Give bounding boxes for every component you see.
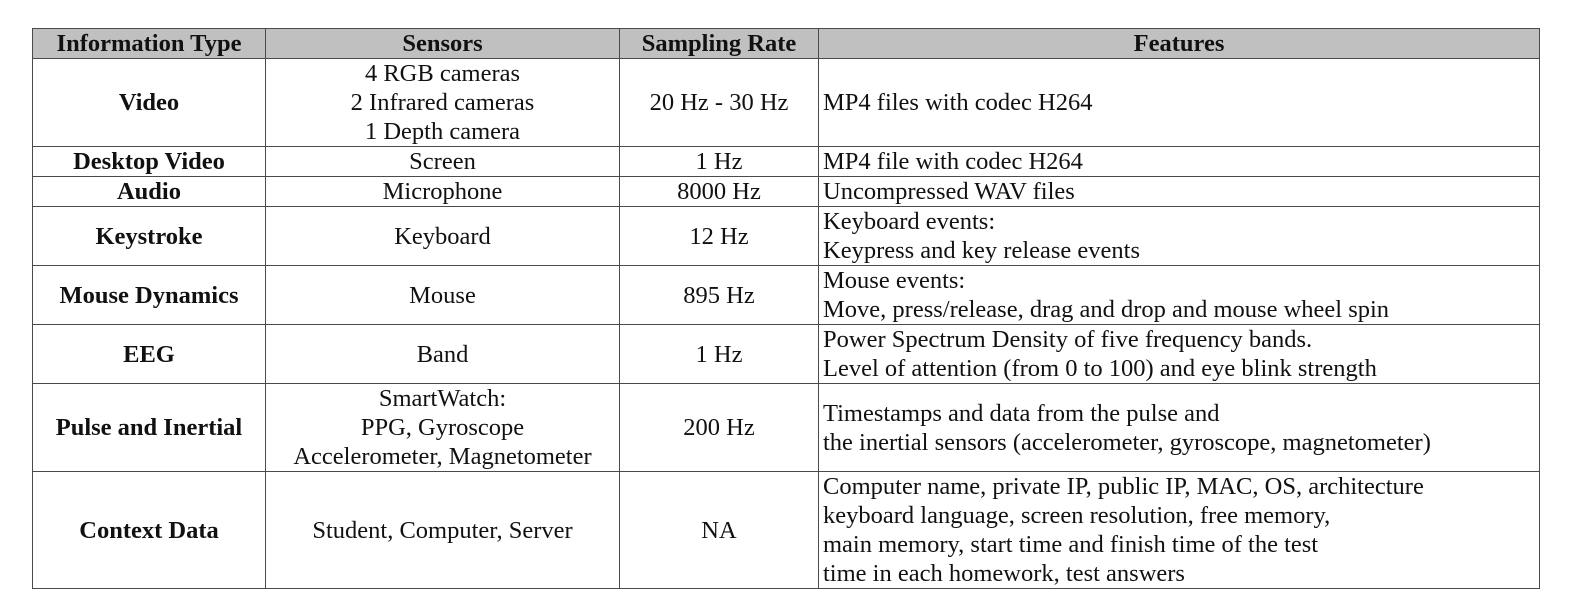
feature-line: Uncompressed WAV files xyxy=(823,178,1075,205)
feature-line: keyboard language, screen resolution, fr… xyxy=(823,502,1331,529)
cell-sampling-rate: 12 Hz xyxy=(619,206,819,266)
feature-line: Keypress and key release events xyxy=(823,237,1141,264)
feature-line: time in each homework, test answers xyxy=(823,560,1185,587)
cell-features: Uncompressed WAV files xyxy=(818,176,1540,207)
cell-sensors: Microphone xyxy=(265,176,620,207)
cell-sensors: SmartWatch: PPG, Gyroscope Accelerometer, … xyxy=(265,383,620,472)
header-sampling-rate: Sampling Rate xyxy=(619,28,819,59)
cell-features: Timestamps and data from the pulse and th… xyxy=(818,383,1540,472)
cell-sensors: 4 RGB cameras 2 Infrared cameras 1 Depth c… xyxy=(265,58,620,147)
cell-features: Keyboard events: Keypress and key release… xyxy=(818,206,1540,266)
feature-line: Mouse events: xyxy=(823,267,966,294)
table-row: EEG Band 1 Hz Power Spectrum Density of fiv… xyxy=(32,324,1540,384)
table-header: Information Type Sensors Sampling Rate F… xyxy=(32,28,1540,59)
table-row: Keystroke Keyboard 12 Hz Keyboard events: Ke… xyxy=(32,206,1540,266)
cell-sampling-rate: 8000 Hz xyxy=(619,176,819,207)
header-information-type: Information Type xyxy=(32,28,266,59)
sensor-line: Keyboard xyxy=(394,222,491,250)
cell-sampling-rate: NA xyxy=(619,471,819,589)
header-features: Features xyxy=(818,28,1540,59)
cell-information-type: Mouse Dynamics xyxy=(32,265,266,325)
table-row: Desktop Video Screen 1 Hz MP4 file with cod… xyxy=(32,146,1540,177)
cell-information-type: EEG xyxy=(32,324,266,384)
cell-features: Mouse events: Move, press/release, drag a… xyxy=(818,265,1540,325)
cell-information-type: Audio xyxy=(32,176,266,207)
cell-features: Computer name, private IP, public IP, MA… xyxy=(818,471,1540,589)
cell-information-type: Context Data xyxy=(32,471,266,589)
sensor-line: Screen xyxy=(409,148,476,175)
cell-information-type: Pulse and Inertial xyxy=(32,383,266,472)
sensor-line: 2 Infrared cameras xyxy=(350,89,535,116)
feature-line: Keyboard events: xyxy=(823,208,996,235)
header-sensors: Sensors xyxy=(265,28,620,59)
sensor-line: Accelerometer, Magnetometer xyxy=(293,443,592,470)
cell-sampling-rate: 200 Hz xyxy=(619,383,819,472)
header-row: Information Type Sensors Sampling Rate F… xyxy=(32,28,1540,59)
feature-line: MP4 files with codec H264 xyxy=(823,89,1093,116)
table-body: Video 4 RGB cameras 2 Infrared cameras 1 De… xyxy=(32,58,1540,589)
cell-features: Power Spectrum Density of five frequency… xyxy=(818,324,1540,384)
cell-sampling-rate: 1 Hz xyxy=(619,146,819,177)
cell-sampling-rate: 1 Hz xyxy=(619,324,819,384)
table-row: Audio Microphone 8000 Hz Uncompressed WAV f… xyxy=(32,176,1540,207)
cell-sensors: Student, Computer, Server xyxy=(265,471,620,589)
cell-sampling-rate: 895 Hz xyxy=(619,265,819,325)
sensor-line: PPG, Gyroscope xyxy=(360,414,525,441)
feature-line: Level of attention (from 0 to 100) and e… xyxy=(823,355,1377,382)
sensor-line: 1 Depth camera xyxy=(364,118,521,145)
cell-information-type: Keystroke xyxy=(32,206,266,266)
cell-sensors: Mouse xyxy=(265,265,620,325)
cell-features: MP4 files with codec H264 xyxy=(818,58,1540,147)
cell-sensors: Keyboard xyxy=(265,206,620,266)
sensor-line: Mouse xyxy=(409,281,476,309)
data-table: Information Type Sensors Sampling Rate F… xyxy=(32,28,1540,589)
feature-line: Power Spectrum Density of five frequency… xyxy=(823,326,1313,353)
feature-line: the inertial sensors (accelerometer, gyr… xyxy=(823,428,1431,456)
cell-sensors: Screen xyxy=(265,146,620,177)
feature-line: Timestamps and data from the pulse and xyxy=(823,399,1220,427)
cell-features: MP4 file with codec H264 xyxy=(818,146,1540,177)
table-row: Context Data Student, Computer, Server NA C… xyxy=(32,471,1540,589)
feature-line: MP4 file with codec H264 xyxy=(823,148,1083,175)
feature-line: main memory, start time and finish time … xyxy=(823,531,1319,558)
feature-line: Computer name, private IP, public IP, MA… xyxy=(823,473,1424,500)
table-row: Mouse Dynamics Mouse 895 Hz Mouse events: Mo… xyxy=(32,265,1540,325)
cell-information-type: Video xyxy=(32,58,266,147)
cell-sampling-rate: 20 Hz - 30 Hz xyxy=(619,58,819,147)
table-row: Video 4 RGB cameras 2 Infrared cameras 1 De… xyxy=(32,58,1540,147)
feature-line: Move, press/release, drag and drop and m… xyxy=(823,296,1390,323)
sensor-line: Microphone xyxy=(382,178,503,205)
sensor-line: Band xyxy=(416,340,469,368)
sensor-line: SmartWatch: xyxy=(378,385,507,412)
table-row: Pulse and Inertial SmartWatch: PPG, Gyrosc… xyxy=(32,383,1540,472)
cell-information-type: Desktop Video xyxy=(32,146,266,177)
sensor-line: Student, Computer, Server xyxy=(312,516,573,544)
sensor-line: 4 RGB cameras xyxy=(364,60,521,87)
cell-sensors: Band xyxy=(265,324,620,384)
